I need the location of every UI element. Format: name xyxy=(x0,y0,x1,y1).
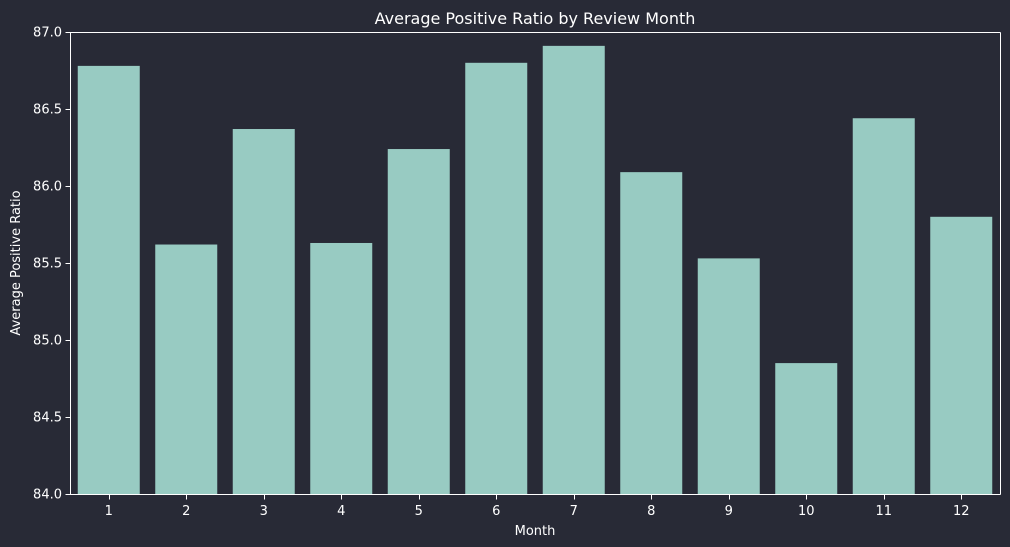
x-tick-label: 10 xyxy=(798,504,815,519)
x-tick-label: 8 xyxy=(647,504,655,519)
x-tick-label: 9 xyxy=(725,504,733,519)
bar-month-11 xyxy=(852,118,915,495)
y-tick-label: 85.0 xyxy=(33,334,62,349)
bar-month-6 xyxy=(465,62,528,495)
y-axis-label: Average Positive Ratio xyxy=(9,190,24,335)
y-tick-label: 86.0 xyxy=(33,180,62,195)
y-ticks-layer: 84.0 84.5 85.0 85.5 86.0 86.5 87.0 xyxy=(33,26,71,503)
x-tick-label: 6 xyxy=(492,504,500,519)
bars-layer xyxy=(77,45,993,495)
bar-month-3 xyxy=(232,129,295,494)
y-tick-label: 85.5 xyxy=(33,257,62,272)
bar-month-10 xyxy=(775,363,838,494)
x-tick-label: 4 xyxy=(337,504,345,519)
chart-title: Average Positive Ratio by Review Month xyxy=(375,9,696,28)
bar-month-2 xyxy=(155,244,218,494)
x-tick-label: 2 xyxy=(182,504,190,519)
x-axis-label: Month xyxy=(515,524,556,539)
y-tick-label: 84.0 xyxy=(33,488,62,503)
y-tick-label: 86.5 xyxy=(33,103,62,118)
x-tick-label: 1 xyxy=(105,504,113,519)
y-tick-label: 87.0 xyxy=(33,26,62,41)
bar-month-5 xyxy=(387,149,450,495)
x-tick-label: 11 xyxy=(875,504,892,519)
x-ticks-layer: 1 2 3 4 5 6 7 8 9 10 11 12 xyxy=(105,494,970,519)
bar-month-4 xyxy=(310,242,373,494)
bar-month-12 xyxy=(930,216,993,495)
bar-month-8 xyxy=(620,172,683,494)
y-tick-label: 84.5 xyxy=(33,411,62,426)
bar-month-7 xyxy=(542,45,605,495)
bar-month-9 xyxy=(697,258,760,494)
bar-month-1 xyxy=(77,65,140,494)
x-tick-label: 7 xyxy=(570,504,578,519)
x-tick-label: 12 xyxy=(953,504,970,519)
x-tick-label: 3 xyxy=(260,504,268,519)
x-tick-label: 5 xyxy=(415,504,423,519)
